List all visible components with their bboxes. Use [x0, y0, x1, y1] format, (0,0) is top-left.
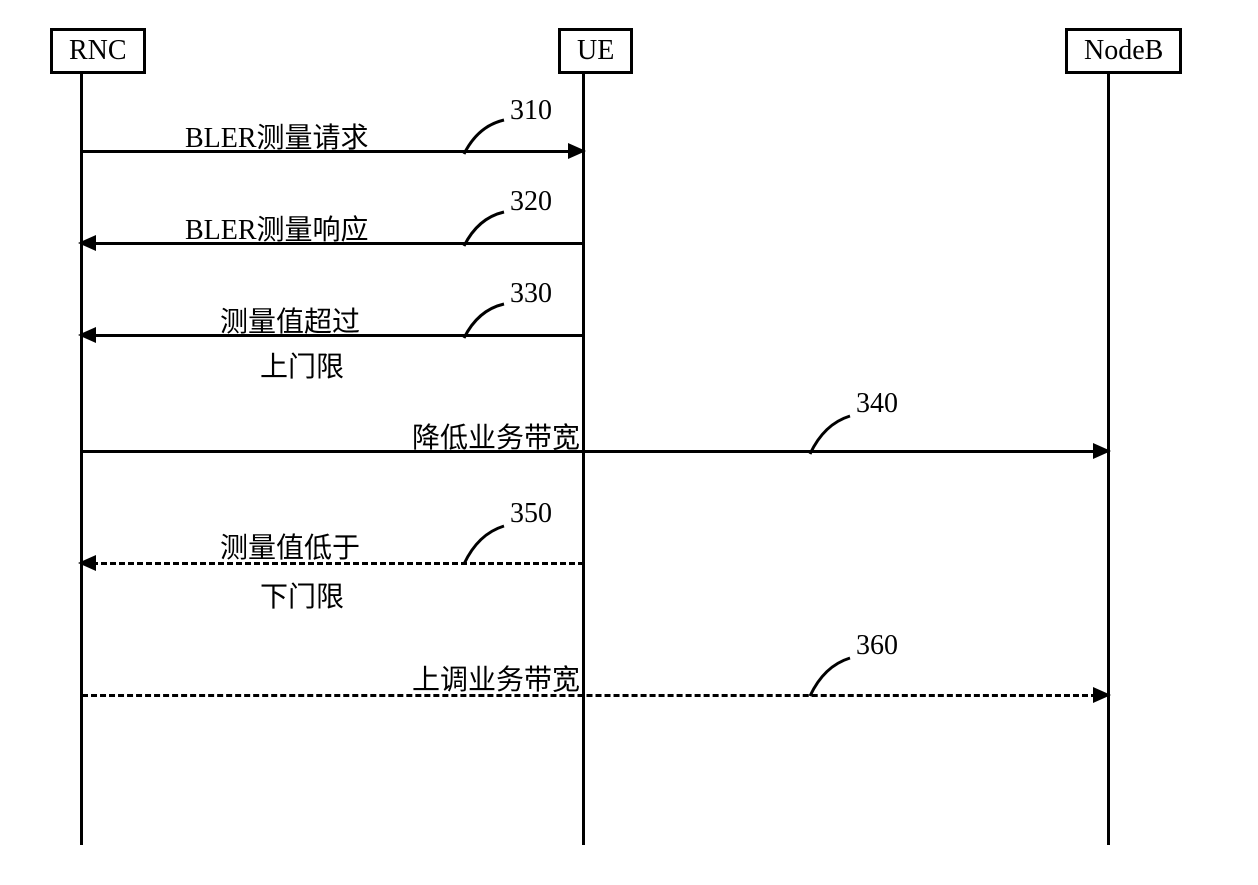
actor-ue-label: UE: [577, 35, 614, 66]
lifeline-rnc: [80, 72, 83, 845]
leader-310: [462, 116, 510, 156]
ref-330: 330: [510, 278, 552, 310]
arrow-head-330: [78, 327, 96, 343]
label-330-top: 测量值超过: [220, 300, 360, 340]
arrow-head-360: [1093, 687, 1111, 703]
label-360: 上调业务带宽: [412, 658, 580, 698]
leader-350: [462, 522, 510, 566]
arrow-head-350: [78, 555, 96, 571]
leader-320: [462, 208, 510, 248]
lifeline-ue: [582, 72, 585, 845]
ref-360: 360: [856, 630, 898, 662]
arrow-360: [82, 694, 1097, 697]
ref-310: 310: [510, 95, 552, 127]
actor-rnc: RNC: [50, 28, 146, 74]
ref-350: 350: [510, 498, 552, 530]
actor-nodeb: NodeB: [1065, 28, 1182, 74]
leader-330: [462, 300, 510, 340]
label-350-bottom: 下门限: [260, 575, 344, 615]
label-340: 降低业务带宽: [412, 416, 580, 456]
leader-340: [808, 412, 856, 456]
ref-320: 320: [510, 186, 552, 218]
arrow-head-310: [568, 143, 586, 159]
sequence-diagram: RNC UE NodeB BLER测量请求 310 BLER测量响应 320 测…: [20, 20, 1238, 865]
ref-340: 340: [856, 388, 898, 420]
label-330-bottom: 上门限: [260, 345, 344, 385]
actor-nodeb-label: NodeB: [1084, 35, 1163, 66]
label-310: BLER测量请求: [185, 116, 369, 156]
arrow-340: [82, 450, 1097, 453]
label-350-top: 测量值低于: [220, 526, 360, 566]
arrow-head-340: [1093, 443, 1111, 459]
leader-360: [808, 654, 856, 698]
label-320: BLER测量响应: [185, 208, 369, 248]
actor-ue: UE: [558, 28, 633, 74]
arrow-head-320: [78, 235, 96, 251]
actor-rnc-label: RNC: [69, 35, 127, 66]
